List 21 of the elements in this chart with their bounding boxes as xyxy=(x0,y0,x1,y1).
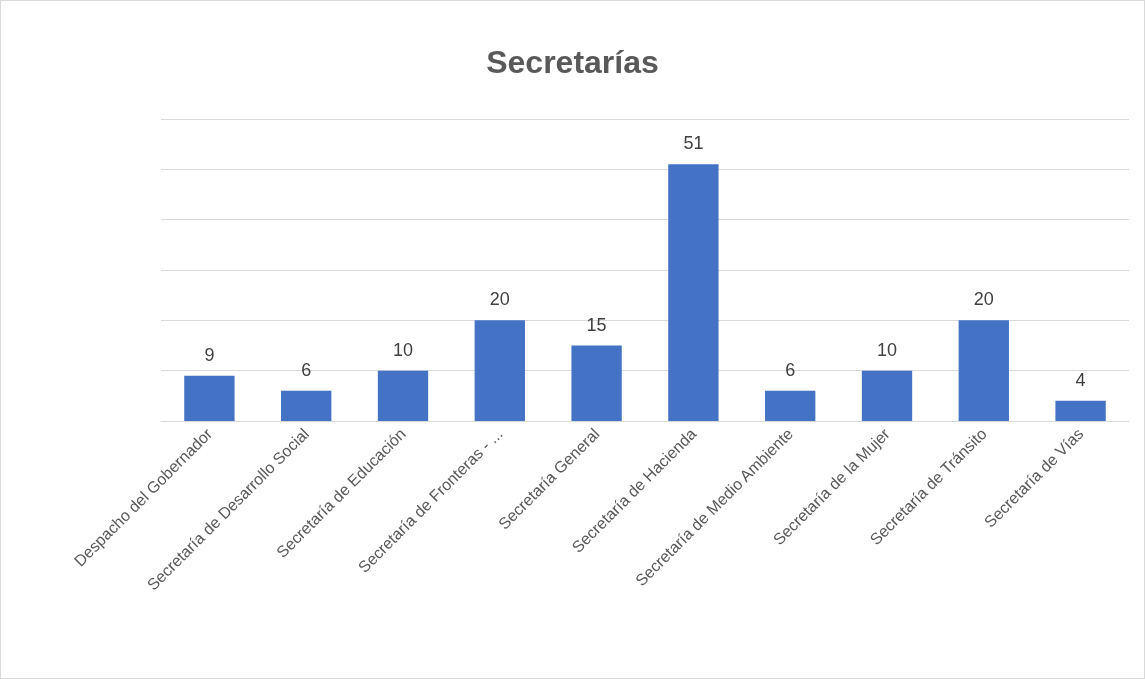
bar xyxy=(184,375,235,421)
data-label: 20 xyxy=(489,289,510,310)
data-label: 51 xyxy=(683,133,704,154)
data-label: 9 xyxy=(204,344,215,365)
chart-title: Secretarías xyxy=(486,44,659,80)
bar xyxy=(571,345,622,421)
bar xyxy=(668,164,719,421)
data-label: 20 xyxy=(973,289,994,310)
bar xyxy=(958,320,1009,421)
bar xyxy=(765,390,816,421)
data-label: 6 xyxy=(785,359,796,380)
bar xyxy=(1055,400,1106,421)
data-label: 6 xyxy=(301,359,312,380)
data-label: 10 xyxy=(392,339,414,360)
bar xyxy=(377,370,429,421)
data-label: 10 xyxy=(876,339,898,360)
data-label: 15 xyxy=(586,314,607,335)
bar xyxy=(281,390,332,421)
bar xyxy=(474,320,525,421)
bar xyxy=(861,370,913,421)
data-label: 4 xyxy=(1075,369,1086,390)
